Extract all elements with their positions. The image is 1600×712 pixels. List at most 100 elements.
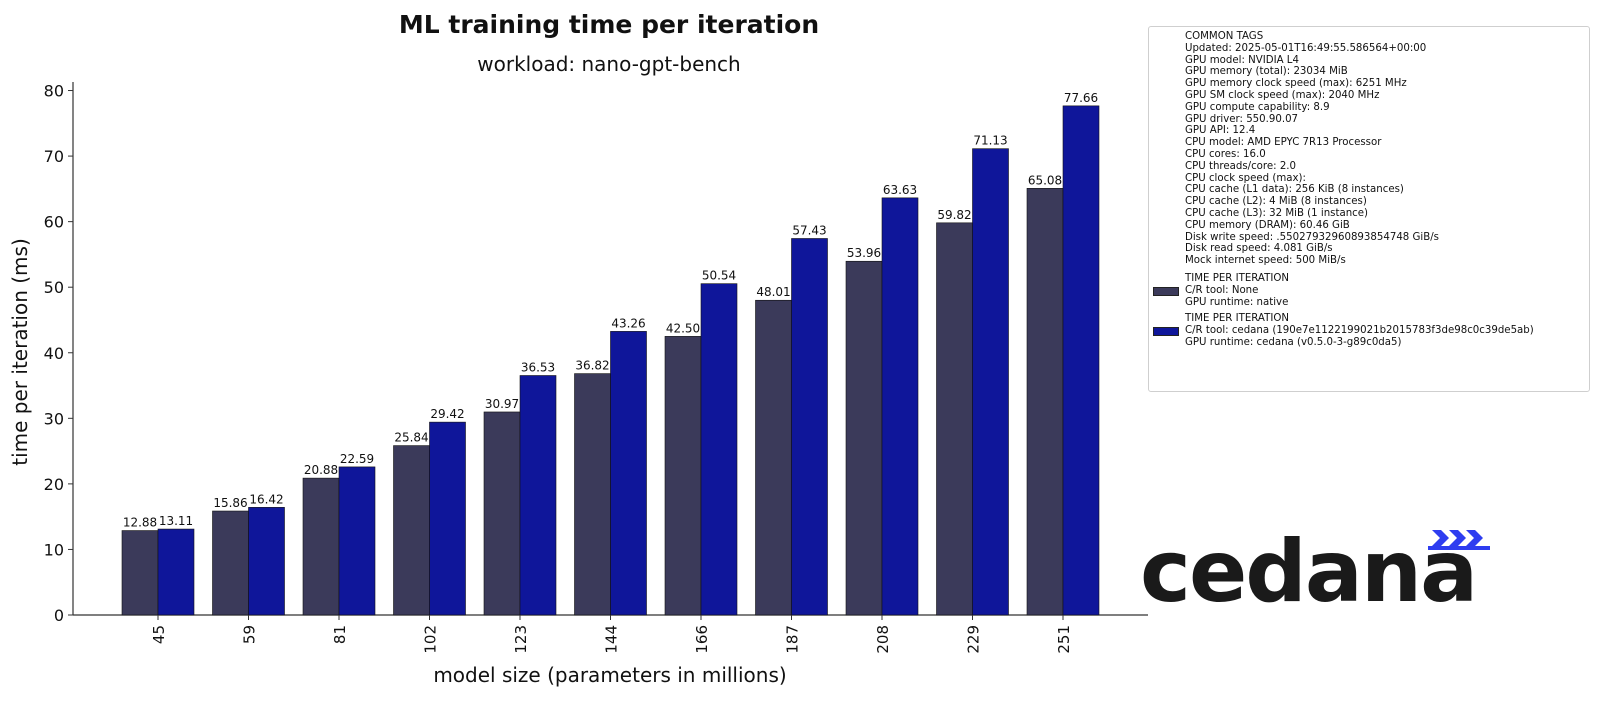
legend-text: TIME PER ITERATION bbox=[1185, 273, 1289, 284]
y-tick-label: 60 bbox=[44, 213, 64, 232]
bar-series-2 bbox=[248, 507, 285, 616]
legend-text: GPU driver: 550.90.07 bbox=[1185, 113, 1299, 125]
legend-text: CPU clock speed (max): bbox=[1185, 172, 1306, 184]
bar-data-label: 59.82 bbox=[937, 208, 971, 222]
legend-text: CPU memory (DRAM): 60.46 GiB bbox=[1185, 219, 1350, 231]
legend-text: Disk read speed: 4.081 GiB/s bbox=[1185, 243, 1333, 255]
bar-data-label: 22.59 bbox=[340, 452, 374, 466]
bar-data-label: 25.84 bbox=[394, 431, 428, 445]
bar-series-2 bbox=[610, 331, 647, 616]
bar-series-1 bbox=[664, 336, 702, 616]
legend-text: COMMON TAGS bbox=[1185, 31, 1264, 42]
logo-accent-icon bbox=[1428, 530, 1490, 550]
legend-text: CPU model: AMD EPYC 7R13 Processor bbox=[1185, 137, 1382, 149]
bar-data-label: 71.13 bbox=[973, 134, 1007, 148]
bar-series-1 bbox=[755, 299, 792, 616]
legend-text: GPU runtime: native bbox=[1185, 296, 1289, 308]
bar-series-2 bbox=[429, 421, 466, 616]
plot-area: 0 10 20 30 40 50 60 70 80 12.88 13.11 45 15.86 16.42 5… bbox=[44, 82, 1148, 654]
legend-text: CPU threads/core: 2.0 bbox=[1185, 160, 1297, 172]
bar-series-2 bbox=[700, 283, 738, 616]
y-tick-label: 70 bbox=[44, 147, 64, 166]
legend-text: C/R tool: cedana (190e7e1122199021b20157… bbox=[1185, 325, 1534, 337]
bar-series-2 bbox=[1062, 105, 1100, 616]
x-tick-label: 45 bbox=[150, 625, 168, 644]
legend-swatch-2 bbox=[1153, 327, 1179, 337]
logo-chevron-icon bbox=[1466, 530, 1483, 546]
bar-series-1 bbox=[212, 510, 249, 616]
legend-text: GPU SM clock speed (max): 2040 MHz bbox=[1185, 90, 1380, 101]
logo-text: cedana bbox=[1140, 522, 1478, 622]
bar-data-label: 36.53 bbox=[521, 361, 555, 375]
legend-text: GPU runtime: cedana (v0.5.0-3-g89c0da5) bbox=[1185, 337, 1402, 348]
y-tick-label: 0 bbox=[54, 606, 64, 625]
bar-series-2 bbox=[791, 238, 828, 616]
legend-text: GPU compute capability: 8.9 bbox=[1185, 101, 1330, 113]
x-axis-label: model size (parameters in millions) bbox=[433, 663, 786, 687]
x-tick-label: 59 bbox=[241, 625, 259, 644]
legend-text: GPU memory clock speed (max): 6251 MHz bbox=[1185, 78, 1407, 90]
legend-text: GPU API: 12.4 bbox=[1185, 125, 1256, 137]
chart-subtitle: workload: nano-gpt-bench bbox=[477, 52, 740, 76]
bar-data-label: 42.50 bbox=[666, 321, 700, 335]
x-tick-label: 102 bbox=[422, 625, 440, 654]
bar-data-label: 77.66 bbox=[1064, 91, 1098, 105]
legend-text: Disk write speed: .55027932960893854748 … bbox=[1185, 231, 1439, 243]
bar-data-label: 63.63 bbox=[883, 183, 917, 197]
bar-series-2 bbox=[338, 466, 376, 616]
logo-chevron-icon bbox=[1449, 530, 1466, 546]
bar-series-1 bbox=[121, 530, 159, 616]
legend: COMMON TAGS Updated: 2025-05-01T16:49:55.… bbox=[1148, 26, 1590, 392]
logo-accent-bar bbox=[1428, 546, 1490, 550]
bar-data-label: 43.26 bbox=[611, 316, 645, 330]
legend-text: GPU model: NVIDIA L4 bbox=[1185, 54, 1299, 66]
y-tick-label: 30 bbox=[44, 409, 64, 428]
logo-chevron-icon bbox=[1432, 530, 1449, 546]
bar-series-1 bbox=[393, 445, 430, 616]
bar-data-label: 57.43 bbox=[792, 223, 826, 237]
y-tick-label: 40 bbox=[44, 344, 64, 363]
bar-data-label: 36.82 bbox=[575, 359, 609, 373]
x-tick-label: 251 bbox=[1055, 625, 1073, 654]
x-tick-label: 144 bbox=[603, 625, 621, 654]
legend-text: TIME PER ITERATION bbox=[1185, 313, 1289, 325]
y-tick-label: 10 bbox=[44, 540, 64, 559]
bar-data-label: 50.54 bbox=[702, 269, 736, 283]
bar-series-2 bbox=[519, 375, 557, 616]
x-tick-label: 229 bbox=[965, 625, 983, 654]
legend-text: CPU cache (L1 data): 256 KiB (8 instance… bbox=[1185, 184, 1404, 196]
y-axis-label: time per iteration (ms) bbox=[8, 238, 32, 465]
cedana-logo: cedana bbox=[1140, 522, 1510, 622]
legend-text: Mock internet speed: 500 MiB/s bbox=[1185, 255, 1346, 267]
bar-data-label: 65.08 bbox=[1028, 173, 1062, 187]
legend-text: CPU cores: 16.0 bbox=[1185, 149, 1266, 160]
bar-series-1 bbox=[845, 260, 883, 616]
legend-text: C/R tool: None bbox=[1185, 284, 1259, 296]
x-tick-label: 123 bbox=[512, 625, 530, 654]
bar-series-1 bbox=[936, 222, 973, 616]
bar-data-label: 30.97 bbox=[485, 397, 519, 411]
x-tick-label: 81 bbox=[331, 625, 349, 644]
bar-series-1 bbox=[483, 411, 521, 616]
legend-swatch-1 bbox=[1153, 286, 1179, 296]
bar-data-label: 13.11 bbox=[159, 514, 193, 528]
bar-series-2 bbox=[881, 197, 919, 616]
legend-text: Updated: 2025-05-01T16:49:55.586564+00:0… bbox=[1185, 42, 1427, 54]
bar-data-label: 20.88 bbox=[304, 463, 338, 477]
bar-data-label: 48.01 bbox=[756, 285, 790, 299]
legend-text: GPU memory (total): 23034 MiB bbox=[1185, 66, 1348, 78]
x-tick-label: 187 bbox=[784, 625, 802, 654]
legend-text: CPU cache (L3): 32 MiB (1 instance) bbox=[1185, 208, 1369, 219]
y-tick-label: 50 bbox=[44, 278, 64, 297]
bar-series-1 bbox=[1026, 188, 1064, 616]
bar-data-label: 16.42 bbox=[249, 492, 283, 506]
x-tick-label: 208 bbox=[874, 625, 892, 654]
bar-data-label: 29.42 bbox=[430, 407, 464, 421]
bar-series-2 bbox=[972, 148, 1009, 616]
bar-series-1 bbox=[574, 373, 611, 616]
bar-data-label: 12.88 bbox=[123, 516, 157, 530]
y-tick-label: 20 bbox=[44, 475, 64, 494]
legend-text: CPU cache (L2): 4 MiB (8 instances) bbox=[1185, 196, 1367, 208]
chart-title: ML training time per iteration bbox=[399, 10, 819, 39]
